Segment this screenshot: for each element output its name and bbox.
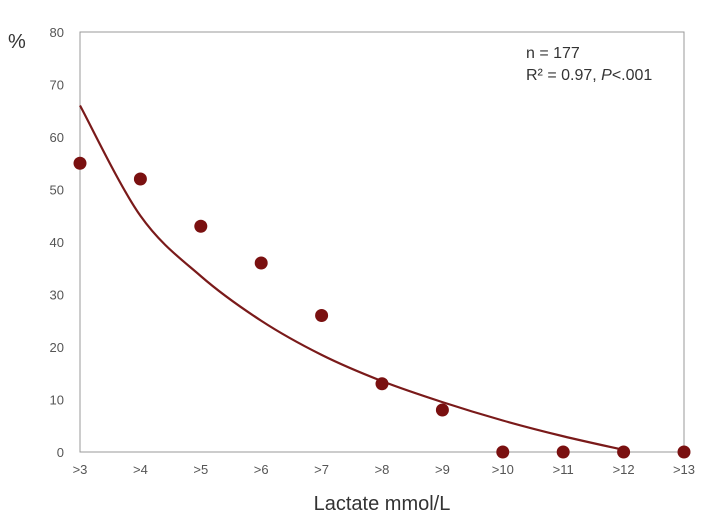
x-tick-label: >5 — [193, 462, 208, 477]
x-tick-label: >12 — [613, 462, 635, 477]
y-tick-label: 20 — [50, 340, 64, 355]
x-axis-ticks: >3 >4 >5 >6 >7 >8 >9 >10 >11 >12 >13 — [73, 462, 695, 477]
n-annotation: n = 177 — [526, 45, 580, 62]
y-axis-ticks: 0 10 20 30 40 50 60 70 80 — [50, 25, 64, 460]
data-point — [194, 219, 208, 233]
y-tick-label: 70 — [50, 78, 64, 93]
x-tick-label: >8 — [375, 462, 390, 477]
x-tick-label: >7 — [314, 462, 329, 477]
x-tick-label: >13 — [673, 462, 695, 477]
y-tick-label: 40 — [50, 235, 64, 250]
data-points — [73, 156, 691, 459]
data-point — [254, 256, 268, 270]
r2-annotation: R² = 0.97, P<.001 — [526, 67, 652, 84]
data-point — [315, 309, 329, 322]
p-label: P — [601, 67, 612, 84]
data-point — [435, 403, 449, 417]
x-tick-label: >6 — [254, 462, 269, 477]
stats-annotation: n = 177 R² = 0.97, P<.001 — [526, 45, 652, 84]
p-value: <.001 — [612, 67, 653, 84]
data-point — [133, 172, 147, 186]
y-tick-label: 10 — [50, 393, 64, 408]
data-point — [73, 156, 87, 170]
data-point — [677, 445, 691, 459]
y-tick-label: 80 — [50, 25, 64, 40]
x-tick-label: >3 — [73, 462, 88, 477]
data-point — [617, 445, 631, 459]
x-axis-title: Lactate mmol/L — [314, 493, 451, 515]
y-tick-label: 30 — [50, 288, 64, 303]
r2-text: R² = 0.97, — [526, 67, 601, 84]
plot-frame — [79, 31, 685, 453]
y-tick-label: 60 — [50, 130, 64, 145]
y-tick-label: 0 — [57, 445, 64, 460]
y-axis-title: % — [8, 31, 26, 53]
x-tick-label: >10 — [492, 462, 514, 477]
x-tick-label: >11 — [553, 462, 574, 477]
x-tick-label: >4 — [133, 462, 148, 477]
data-point — [375, 377, 389, 391]
x-tick-label: >9 — [435, 462, 450, 477]
data-point — [496, 445, 510, 459]
fit-curve — [79, 104, 624, 451]
y-tick-label: 50 — [50, 183, 64, 198]
data-point — [556, 445, 570, 459]
